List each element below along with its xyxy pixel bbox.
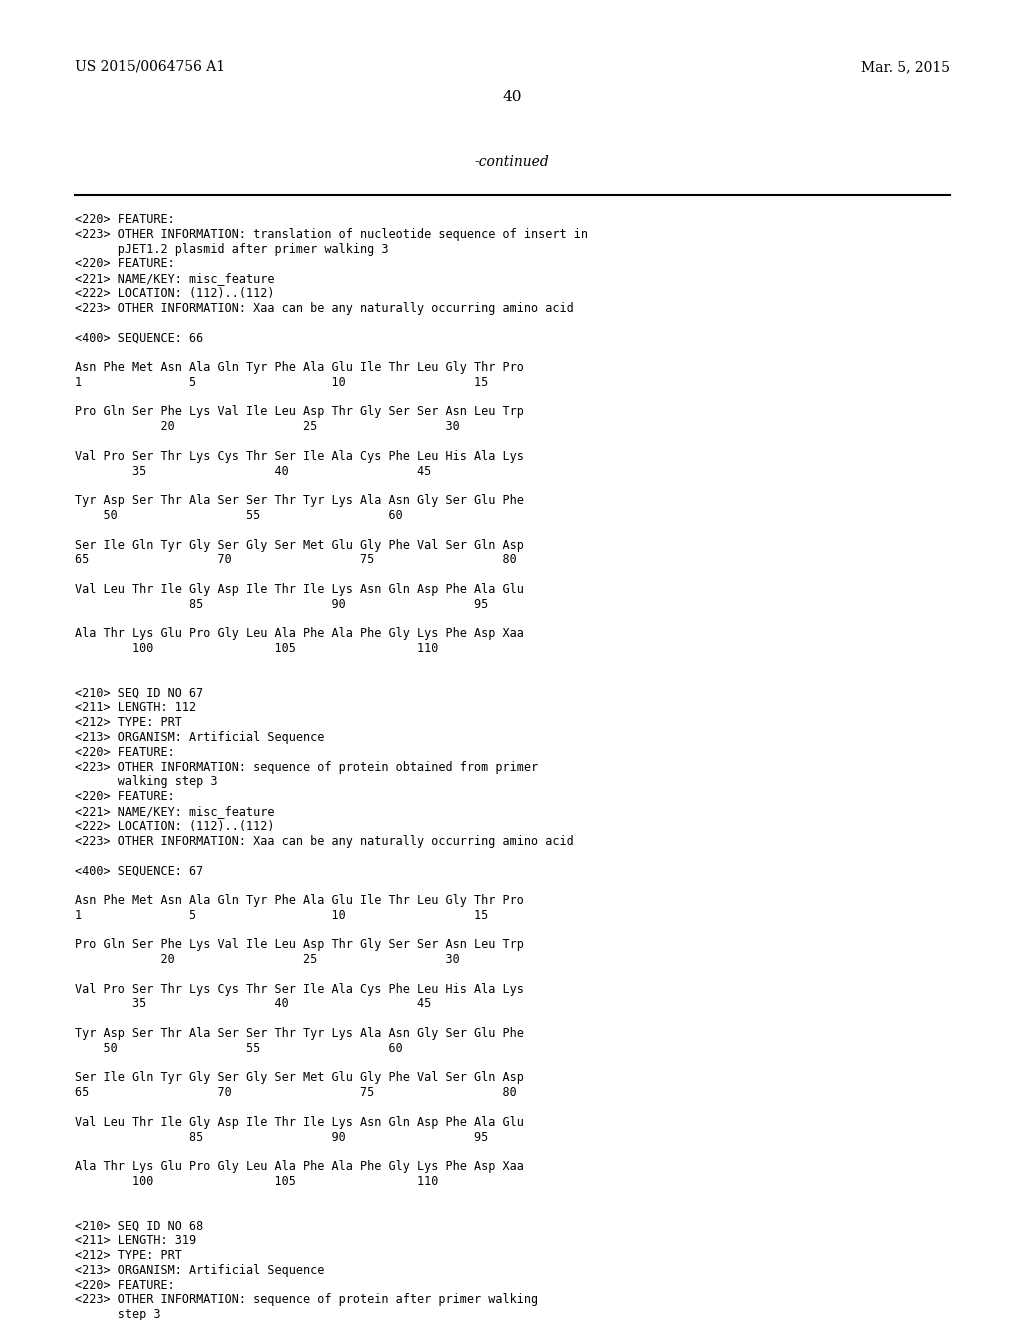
Text: Ser Ile Gln Tyr Gly Ser Gly Ser Met Glu Gly Phe Val Ser Gln Asp: Ser Ile Gln Tyr Gly Ser Gly Ser Met Glu … [75,1072,524,1085]
Text: 1               5                   10                  15: 1 5 10 15 [75,908,488,921]
Text: Asn Phe Met Asn Ala Gln Tyr Phe Ala Glu Ile Thr Leu Gly Thr Pro: Asn Phe Met Asn Ala Gln Tyr Phe Ala Glu … [75,894,524,907]
Text: <223> OTHER INFORMATION: Xaa can be any naturally occurring amino acid: <223> OTHER INFORMATION: Xaa can be any … [75,302,573,314]
Text: 85                  90                  95: 85 90 95 [75,1131,488,1143]
Text: Ala Thr Lys Glu Pro Gly Leu Ala Phe Ala Phe Gly Lys Phe Asp Xaa: Ala Thr Lys Glu Pro Gly Leu Ala Phe Ala … [75,627,524,640]
Text: Val Pro Ser Thr Lys Cys Thr Ser Ile Ala Cys Phe Leu His Ala Lys: Val Pro Ser Thr Lys Cys Thr Ser Ile Ala … [75,450,524,463]
Text: Val Leu Thr Ile Gly Asp Ile Thr Ile Lys Asn Gln Asp Phe Ala Glu: Val Leu Thr Ile Gly Asp Ile Thr Ile Lys … [75,1115,524,1129]
Text: 50                  55                  60: 50 55 60 [75,1041,402,1055]
Text: Pro Gln Ser Phe Lys Val Ile Leu Asp Thr Gly Ser Ser Asn Leu Trp: Pro Gln Ser Phe Lys Val Ile Leu Asp Thr … [75,405,524,418]
Text: <223> OTHER INFORMATION: sequence of protein after primer walking: <223> OTHER INFORMATION: sequence of pro… [75,1294,539,1307]
Text: <220> FEATURE:: <220> FEATURE: [75,1279,175,1291]
Text: <400> SEQUENCE: 66: <400> SEQUENCE: 66 [75,331,203,345]
Text: <213> ORGANISM: Artificial Sequence: <213> ORGANISM: Artificial Sequence [75,1263,325,1276]
Text: 35                  40                  45: 35 40 45 [75,465,431,478]
Text: <221> NAME/KEY: misc_feature: <221> NAME/KEY: misc_feature [75,272,274,285]
Text: Val Pro Ser Thr Lys Cys Thr Ser Ile Ala Cys Phe Leu His Ala Lys: Val Pro Ser Thr Lys Cys Thr Ser Ile Ala … [75,982,524,995]
Text: -continued: -continued [475,154,549,169]
Text: step 3: step 3 [75,1308,161,1320]
Text: Mar. 5, 2015: Mar. 5, 2015 [861,59,950,74]
Text: 50                  55                  60: 50 55 60 [75,510,402,521]
Text: <221> NAME/KEY: misc_feature: <221> NAME/KEY: misc_feature [75,805,274,818]
Text: walking step 3: walking step 3 [75,775,217,788]
Text: 20                  25                  30: 20 25 30 [75,953,460,966]
Text: Asn Phe Met Asn Ala Gln Tyr Phe Ala Glu Ile Thr Leu Gly Thr Pro: Asn Phe Met Asn Ala Gln Tyr Phe Ala Glu … [75,360,524,374]
Text: <211> LENGTH: 112: <211> LENGTH: 112 [75,701,197,714]
Text: <211> LENGTH: 319: <211> LENGTH: 319 [75,1234,197,1247]
Text: pJET1.2 plasmid after primer walking 3: pJET1.2 plasmid after primer walking 3 [75,243,388,256]
Text: 1               5                   10                  15: 1 5 10 15 [75,376,488,389]
Text: <220> FEATURE:: <220> FEATURE: [75,791,175,803]
Text: <223> OTHER INFORMATION: sequence of protein obtained from primer: <223> OTHER INFORMATION: sequence of pro… [75,760,539,774]
Text: <213> ORGANISM: Artificial Sequence: <213> ORGANISM: Artificial Sequence [75,731,325,744]
Text: Pro Gln Ser Phe Lys Val Ile Leu Asp Thr Gly Ser Ser Asn Leu Trp: Pro Gln Ser Phe Lys Val Ile Leu Asp Thr … [75,939,524,952]
Text: 35                  40                  45: 35 40 45 [75,998,431,1010]
Text: <223> OTHER INFORMATION: Xaa can be any naturally occurring amino acid: <223> OTHER INFORMATION: Xaa can be any … [75,834,573,847]
Text: <220> FEATURE:: <220> FEATURE: [75,257,175,271]
Text: 85                  90                  95: 85 90 95 [75,598,488,611]
Text: Tyr Asp Ser Thr Ala Ser Ser Thr Tyr Lys Ala Asn Gly Ser Glu Phe: Tyr Asp Ser Thr Ala Ser Ser Thr Tyr Lys … [75,1027,524,1040]
Text: <212> TYPE: PRT: <212> TYPE: PRT [75,1249,182,1262]
Text: <223> OTHER INFORMATION: translation of nucleotide sequence of insert in: <223> OTHER INFORMATION: translation of … [75,228,588,240]
Text: US 2015/0064756 A1: US 2015/0064756 A1 [75,59,225,74]
Text: 20                  25                  30: 20 25 30 [75,420,460,433]
Text: 100                 105                 110: 100 105 110 [75,1175,438,1188]
Text: <210> SEQ ID NO 68: <210> SEQ ID NO 68 [75,1220,203,1233]
Text: Tyr Asp Ser Thr Ala Ser Ser Thr Tyr Lys Ala Asn Gly Ser Glu Phe: Tyr Asp Ser Thr Ala Ser Ser Thr Tyr Lys … [75,494,524,507]
Text: 40: 40 [502,90,522,104]
Text: <220> FEATURE:: <220> FEATURE: [75,213,175,226]
Text: <222> LOCATION: (112)..(112): <222> LOCATION: (112)..(112) [75,820,274,833]
Text: Val Leu Thr Ile Gly Asp Ile Thr Ile Lys Asn Gln Asp Phe Ala Glu: Val Leu Thr Ile Gly Asp Ile Thr Ile Lys … [75,583,524,597]
Text: <212> TYPE: PRT: <212> TYPE: PRT [75,717,182,729]
Text: <210> SEQ ID NO 67: <210> SEQ ID NO 67 [75,686,203,700]
Text: Ala Thr Lys Glu Pro Gly Leu Ala Phe Ala Phe Gly Lys Phe Asp Xaa: Ala Thr Lys Glu Pro Gly Leu Ala Phe Ala … [75,1160,524,1173]
Text: <222> LOCATION: (112)..(112): <222> LOCATION: (112)..(112) [75,286,274,300]
Text: <220> FEATURE:: <220> FEATURE: [75,746,175,759]
Text: 65                  70                  75                  80: 65 70 75 80 [75,553,517,566]
Text: Ser Ile Gln Tyr Gly Ser Gly Ser Met Glu Gly Phe Val Ser Gln Asp: Ser Ile Gln Tyr Gly Ser Gly Ser Met Glu … [75,539,524,552]
Text: 100                 105                 110: 100 105 110 [75,643,438,655]
Text: <400> SEQUENCE: 67: <400> SEQUENCE: 67 [75,865,203,878]
Text: 65                  70                  75                  80: 65 70 75 80 [75,1086,517,1100]
